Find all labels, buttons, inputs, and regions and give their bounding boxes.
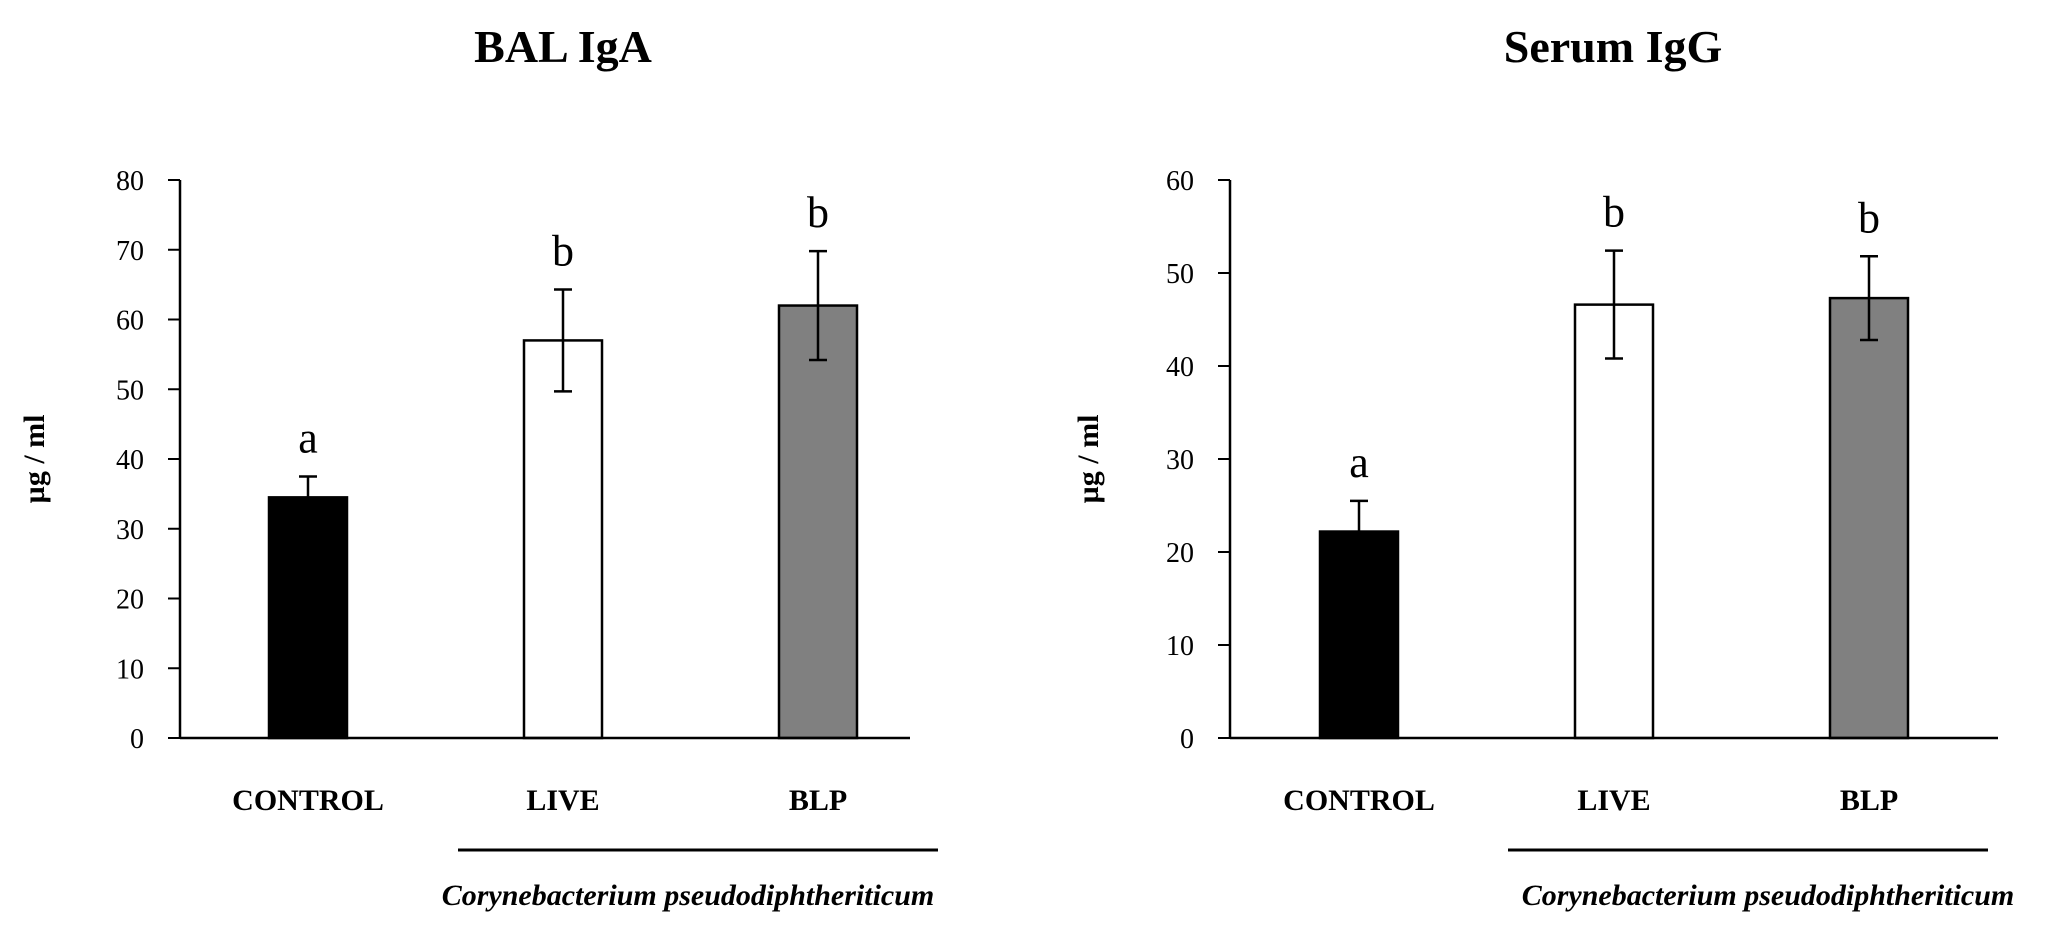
bars: a b b	[267, 188, 859, 740]
significance-letter: a	[298, 413, 318, 462]
bar-control	[1318, 530, 1400, 740]
significance-letter: b	[1858, 193, 1880, 242]
y-tick-label: 80	[116, 166, 144, 197]
y-tick-label: 60	[116, 306, 144, 337]
y-tick-label: 20	[116, 585, 144, 616]
y-tick-label: 40	[116, 445, 144, 476]
x-category-label: CONTROL	[1283, 784, 1435, 817]
significance-letter: a	[1349, 438, 1369, 487]
bar-live	[522, 339, 604, 740]
chart-title: BAL IgA	[474, 21, 652, 72]
y-tick-label: 30	[116, 515, 144, 546]
significance-letter: b	[807, 188, 829, 237]
x-category-label: CONTROL	[232, 784, 384, 817]
group-label: Corynebacterium pseudodiphtheriticum	[442, 879, 935, 912]
y-axis-label: µg / ml	[18, 415, 51, 504]
y-tick-label: 0	[1180, 724, 1194, 755]
y-tick-label: 50	[116, 375, 144, 406]
x-category-label: BLP	[789, 784, 847, 817]
y-axis-ticks: 0 10 20 30 40 50 60	[1166, 166, 1230, 755]
y-tick-label: 10	[116, 654, 144, 685]
x-category-label: LIVE	[1577, 784, 1650, 817]
significance-letter: b	[552, 227, 574, 276]
bar-live	[1573, 303, 1655, 740]
axes	[1228, 180, 1998, 740]
y-tick-label: 70	[116, 236, 144, 267]
axes	[178, 180, 910, 740]
category-labels: CONTROL LIVE BLP	[1283, 784, 1898, 817]
category-labels: CONTROL LIVE BLP	[232, 784, 847, 817]
chart-serum-igg: Serum IgG µg / ml 0 10 20 30 40 50 60 a b b CONT…	[1072, 21, 2014, 912]
bars: a b b	[1318, 188, 1910, 740]
chart-title: Serum IgG	[1504, 21, 1723, 72]
bar-control	[267, 496, 349, 740]
y-axis-ticks: 0 10 20 30 40 50 60 70 80	[116, 166, 180, 755]
y-axis-label: µg / ml	[1072, 415, 1105, 504]
y-tick-label: 10	[1166, 631, 1194, 662]
significance-letter: b	[1603, 188, 1625, 237]
x-category-label: LIVE	[526, 784, 599, 817]
group-label: Corynebacterium pseudodiphtheriticum	[1522, 879, 2015, 912]
y-tick-label: 40	[1166, 352, 1194, 383]
bar-blp	[1828, 296, 1910, 740]
chart-bal-iga: BAL IgA µg / ml 0 10 20 30 40 50 60 70 80 a b b CO…	[18, 21, 938, 912]
y-tick-label: 30	[1166, 445, 1194, 476]
bar-blp	[777, 304, 859, 740]
y-tick-label: 50	[1166, 259, 1194, 290]
y-tick-label: 60	[1166, 166, 1194, 197]
y-tick-label: 0	[130, 724, 144, 755]
y-tick-label: 20	[1166, 538, 1194, 569]
x-category-label: BLP	[1840, 784, 1898, 817]
